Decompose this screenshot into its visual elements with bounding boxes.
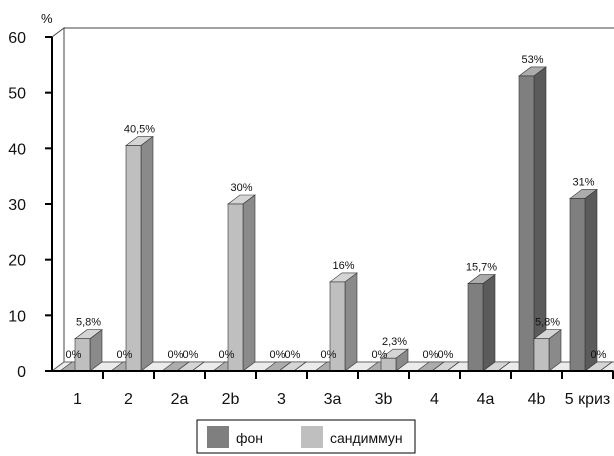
data-label: 0% <box>183 349 199 361</box>
bar-side-face <box>584 188 598 372</box>
data-label: 40,5% <box>124 124 155 136</box>
data-label: 0% <box>168 349 184 361</box>
bar-side-face <box>446 361 460 372</box>
x-category-label: 2a <box>171 391 189 408</box>
x-category-label: 1 <box>73 391 82 408</box>
bar-front-face <box>125 145 142 372</box>
legend-swatch <box>207 426 229 448</box>
data-label: 0% <box>438 349 454 361</box>
y-tick-label: 0 <box>17 364 26 381</box>
legend-label: сандиммун <box>330 430 403 446</box>
data-label: 0% <box>66 349 82 361</box>
x-category-label: 2 <box>124 391 133 408</box>
x-category-label: 2b <box>222 391 240 408</box>
bar-sandimmun-2b <box>227 194 256 372</box>
bar-front-face <box>227 203 244 372</box>
data-labels-group: 0%5,8%0%40,5%0% 0% 0%30%0% 0% 0%16%0%2,3%0% 0… <box>66 54 607 361</box>
x-category-label: 3a <box>324 391 342 408</box>
bar-side-face <box>497 361 511 372</box>
legend: фон сандиммун <box>196 419 416 454</box>
side-wall <box>51 27 65 372</box>
data-label: 0% <box>219 349 235 361</box>
y-tick-label: 40 <box>8 141 26 158</box>
data-label: 53% <box>521 54 543 66</box>
data-label: 0% <box>321 349 337 361</box>
bars-group <box>59 66 613 372</box>
y-tick-label: 10 <box>8 308 26 325</box>
bar-sandimmun-3a <box>329 272 358 372</box>
y-unit-label: % <box>41 11 53 26</box>
y-tick-label: 60 <box>8 30 26 47</box>
y-tick-label: 20 <box>8 253 26 270</box>
bar-sandimmun-4b <box>533 329 562 372</box>
bar-front-face <box>533 338 550 372</box>
legend-swatch <box>301 426 323 448</box>
bar-front-face <box>518 75 535 372</box>
x-category-label: 3b <box>375 391 393 408</box>
bar-side-face <box>293 361 307 372</box>
data-label: 31% <box>572 176 594 188</box>
x-category-label: 3 <box>277 391 286 408</box>
legend-label: фон <box>236 430 263 446</box>
bar-fon-5-криз <box>569 188 598 372</box>
bar-side-face <box>599 361 613 372</box>
data-label: 15,7% <box>466 262 497 274</box>
data-label: 0% <box>372 349 388 361</box>
bar-side-face <box>140 135 154 372</box>
data-label: 0% <box>285 349 301 361</box>
data-label: 5,8% <box>535 317 560 329</box>
y-tick-label: 30 <box>8 197 26 214</box>
bar-front-face <box>569 198 586 372</box>
x-category-label: 4a <box>477 391 495 408</box>
data-label: 0% <box>591 349 607 361</box>
data-label: 0% <box>270 349 286 361</box>
axes-group: 0 10 20 30 40 50 60% 1 2 2a 2b 3 3a 3b 4 4a 4b 5 криз <box>8 11 614 408</box>
bar-sandimmun-2 <box>125 135 154 372</box>
y-tick-label: 50 <box>8 86 26 103</box>
x-category-label: 5 криз <box>565 391 611 408</box>
data-label: 30% <box>230 182 252 194</box>
bar-fon-4b <box>518 66 547 372</box>
x-category-label: 4 <box>430 391 439 408</box>
data-label: 5,8% <box>76 317 101 329</box>
bar-front-face <box>467 283 484 372</box>
bar-sandimmun-3b <box>380 348 409 372</box>
data-label: 0% <box>117 349 133 361</box>
data-label: 0% <box>423 349 439 361</box>
data-label: 16% <box>332 260 354 272</box>
bar-side-face <box>242 194 256 372</box>
bar-fon-4a <box>467 274 496 372</box>
data-label: 2,3% <box>382 336 407 348</box>
bar-side-face <box>191 361 205 372</box>
x-category-label: 4b <box>528 391 546 408</box>
bar-side-face <box>482 274 496 372</box>
bar-sandimmun-1 <box>74 329 103 372</box>
bar-side-face <box>344 272 358 372</box>
